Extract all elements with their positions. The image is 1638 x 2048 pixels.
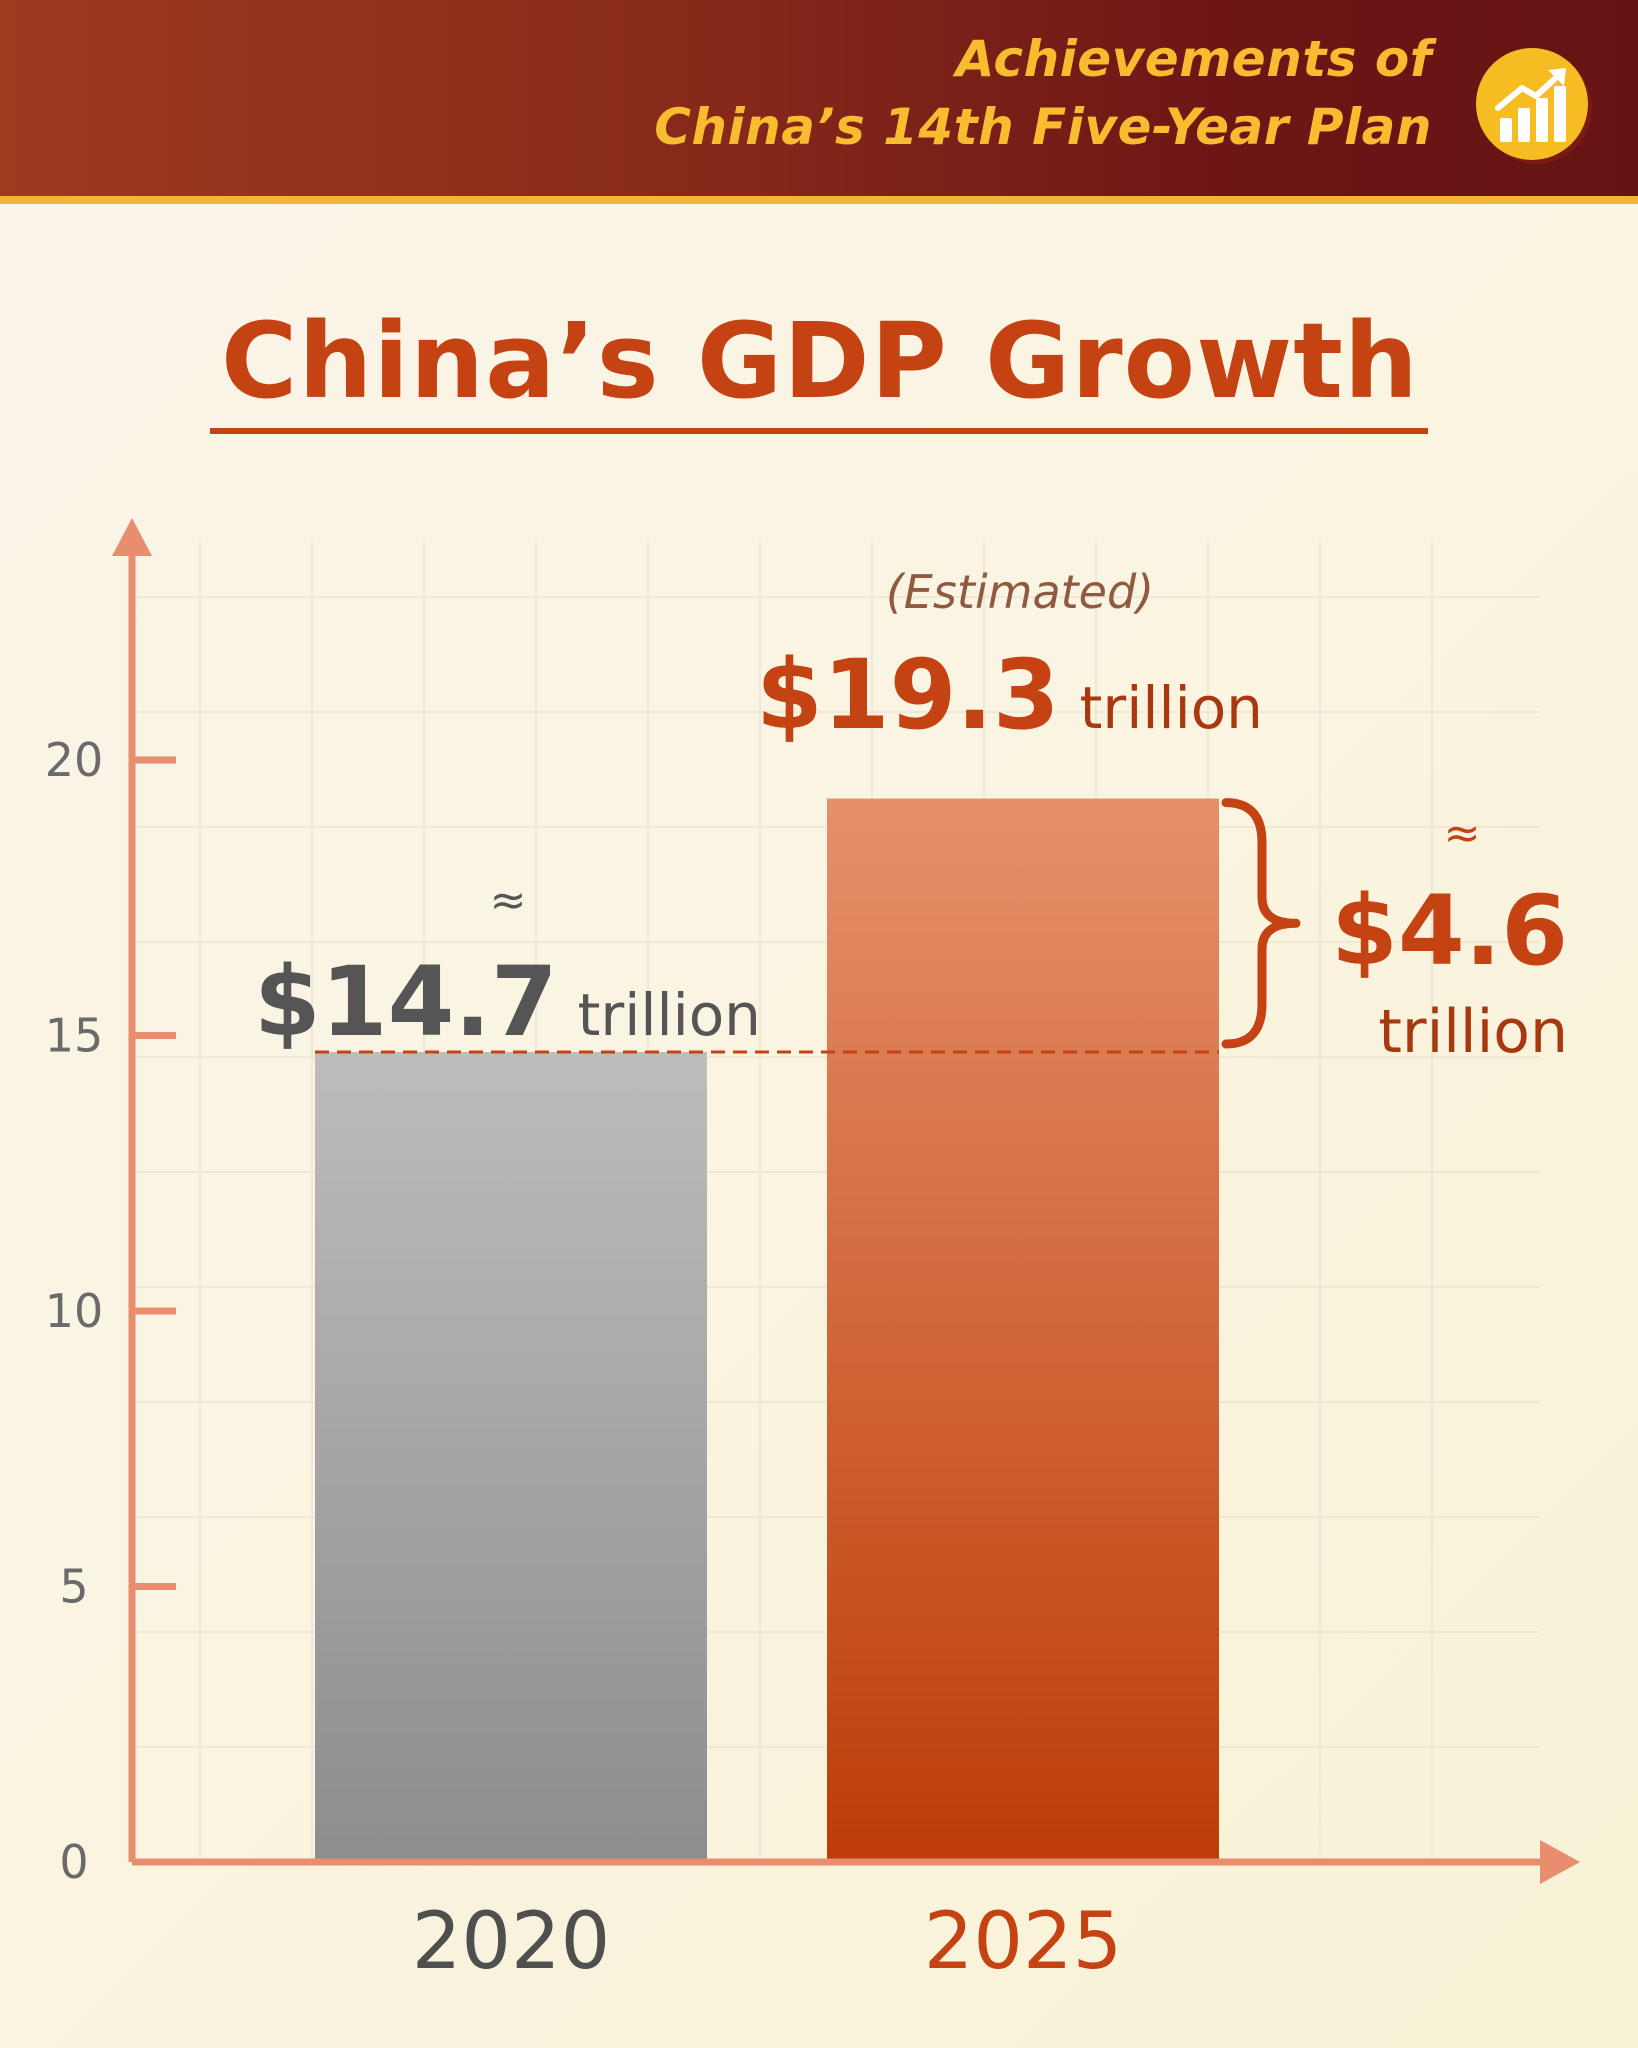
bar-2020: [315, 1052, 707, 1862]
chart-title: China’s GDP Growth: [221, 300, 1419, 422]
estimated-note: (Estimated): [886, 565, 1154, 619]
y-tick-label: 5: [59, 1560, 88, 1614]
header-title-line2: China’s 14th Five-Year Plan: [654, 98, 1432, 156]
x-axis-arrow-icon: [1540, 1840, 1580, 1884]
bar-2025: [827, 798, 1219, 1862]
approx-symbol-difference: ≈: [1444, 808, 1481, 859]
y-tick-label: 0: [59, 1835, 88, 1889]
bars: [315, 798, 1219, 1862]
header-title-line1: Achievements of: [955, 30, 1432, 88]
x-tick-label-2025: 2025: [924, 1897, 1123, 1987]
difference-brace: [1221, 798, 1301, 1049]
y-tick-label: 20: [45, 733, 104, 787]
bar-chart-growth-icon: [1476, 48, 1592, 164]
header-banner: Achievements of China’s 14th Five-Year P…: [0, 0, 1638, 196]
x-tick-label-2020: 2020: [412, 1897, 611, 1987]
y-tick-label: 15: [45, 1009, 104, 1063]
title-underline: [210, 428, 1428, 434]
y-axis-arrow-icon: [112, 518, 152, 556]
header-divider: [0, 196, 1638, 204]
y-tick-label: 10: [45, 1284, 104, 1338]
difference-unit: trillion: [1378, 997, 1568, 1067]
approx-symbol-2020: ≈: [490, 875, 527, 926]
axes: [112, 518, 1580, 1884]
value-label-2020: $14.7 trillion: [254, 946, 761, 1058]
difference-amount: $4.6: [1331, 875, 1568, 987]
value-label-2025: $19.3 trillion: [756, 639, 1263, 751]
